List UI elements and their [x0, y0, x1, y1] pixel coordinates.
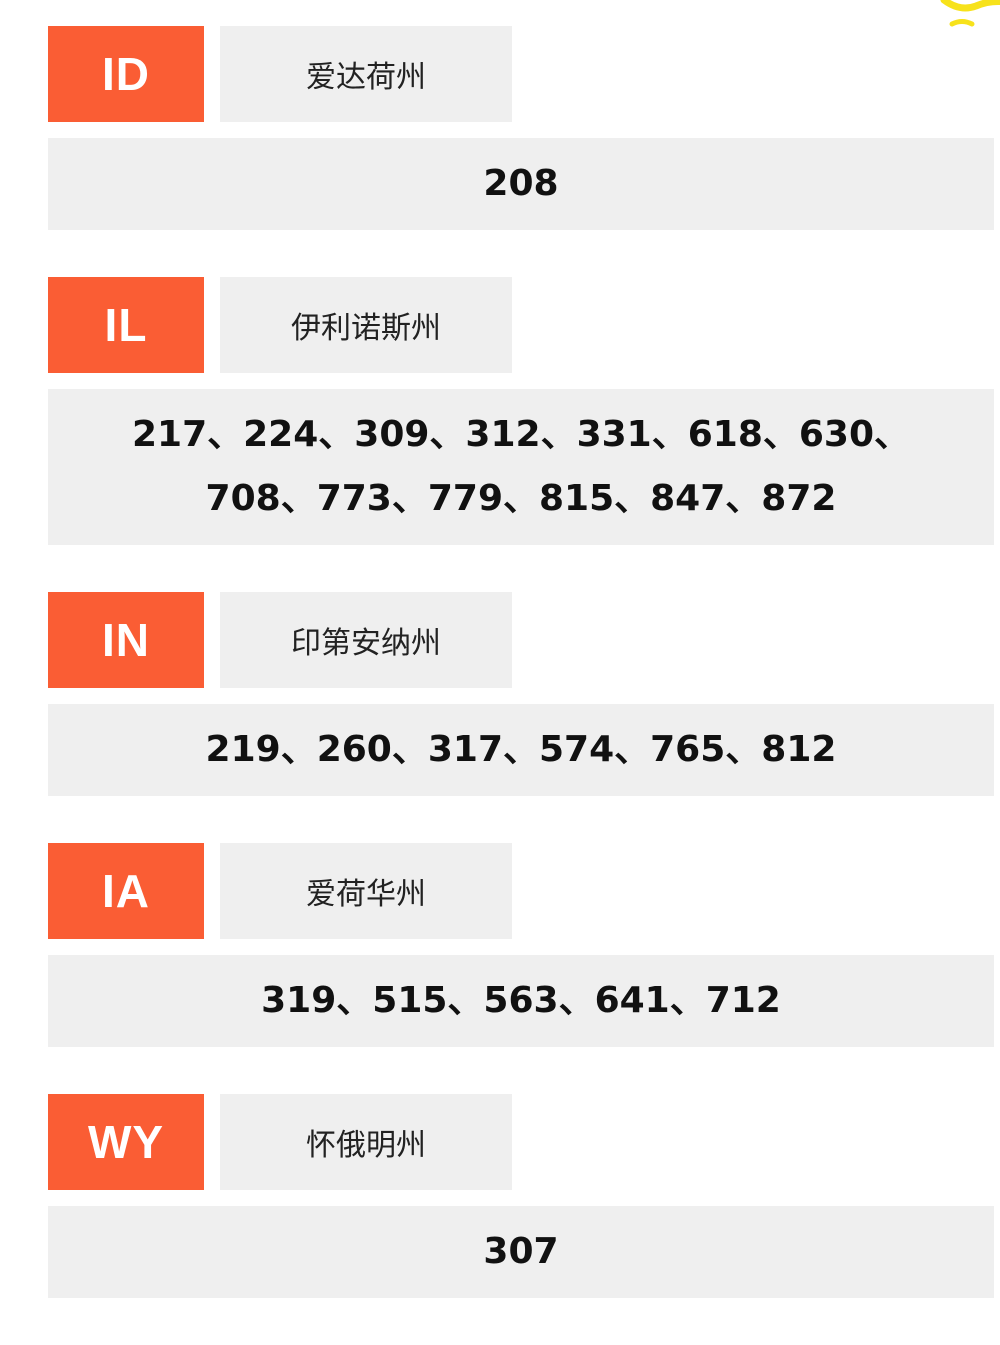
- state-list: ID 爱达荷州 208 IL 伊利诺斯州 217、224、309、312、331…: [48, 26, 994, 1345]
- area-codes: 219、260、317、574、765、812: [48, 704, 994, 796]
- area-codes: 217、224、309、312、331、618、630、708、773、779、…: [48, 389, 994, 545]
- state-section-id: ID 爱达荷州 208: [48, 26, 994, 230]
- state-name: 伊利诺斯州: [220, 277, 512, 373]
- area-codes: 208: [48, 138, 994, 230]
- state-section-in: IN 印第安纳州 219、260、317、574、765、812: [48, 592, 994, 796]
- state-code-badge: IA: [48, 843, 204, 939]
- state-name: 爱荷华州: [220, 843, 512, 939]
- area-codes: 319、515、563、641、712: [48, 955, 994, 1047]
- area-codes: 307: [48, 1206, 994, 1298]
- state-section-il: IL 伊利诺斯州 217、224、309、312、331、618、630、708…: [48, 277, 994, 545]
- state-name: 印第安纳州: [220, 592, 512, 688]
- state-section-ia: IA 爱荷华州 319、515、563、641、712: [48, 843, 994, 1047]
- state-name: 爱达荷州: [220, 26, 512, 122]
- state-code-badge: IL: [48, 277, 204, 373]
- yellow-wave-decoration: [940, 0, 1000, 27]
- state-code-badge: ID: [48, 26, 204, 122]
- state-name: 怀俄明州: [220, 1094, 512, 1190]
- state-code-badge: WY: [48, 1094, 204, 1190]
- state-section-wy: WY 怀俄明州 307: [48, 1094, 994, 1298]
- state-code-badge: IN: [48, 592, 204, 688]
